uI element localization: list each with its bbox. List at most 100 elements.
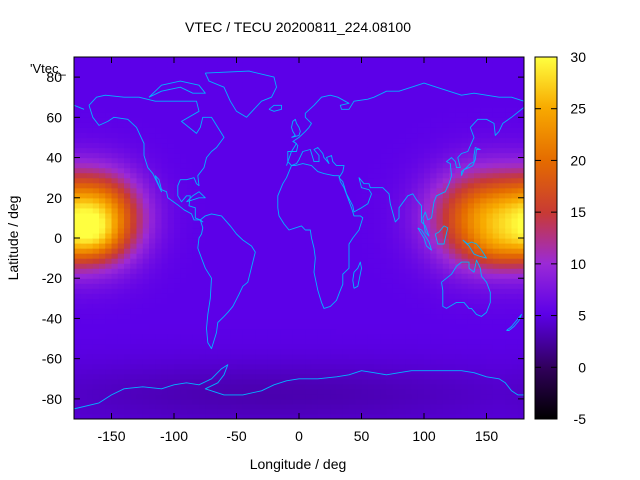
vtec-cell xyxy=(186,72,194,78)
vtec-cell xyxy=(436,107,444,113)
vtec-cell xyxy=(405,238,413,244)
vtec-cell xyxy=(142,238,150,244)
vtec-cell xyxy=(99,197,106,204)
vtec-cell xyxy=(486,393,494,400)
vtec-cell xyxy=(74,222,81,229)
vtec-cell xyxy=(149,388,156,395)
vtec-cell xyxy=(161,408,169,415)
vtec-cell xyxy=(461,107,469,113)
vtec-cell xyxy=(149,383,156,390)
vtec-cell xyxy=(111,217,119,224)
vtec-cell xyxy=(149,273,156,279)
vtec-cell xyxy=(455,182,463,189)
vtec-cell xyxy=(167,92,175,98)
vtec-cell xyxy=(430,72,438,78)
vtec-cell xyxy=(286,268,294,274)
vtec-cell xyxy=(155,358,163,365)
vtec-cell xyxy=(117,122,125,128)
vtec-cell xyxy=(386,142,394,149)
vtec-cell xyxy=(224,393,231,400)
vtec-cell xyxy=(249,238,256,244)
vtec-cell xyxy=(442,383,450,390)
vtec-cell xyxy=(449,92,456,98)
vtec-cell xyxy=(136,358,144,365)
vtec-cell xyxy=(417,92,425,98)
vtec-cell xyxy=(217,348,225,355)
vtec-cell xyxy=(367,117,375,123)
vtec-cell xyxy=(130,212,138,219)
vtec-cell xyxy=(361,112,369,118)
vtec-cell xyxy=(492,388,500,395)
vtec-cell xyxy=(374,187,381,194)
vtec-cell xyxy=(155,192,163,199)
vtec-cell xyxy=(211,253,219,259)
vtec-cell xyxy=(111,187,119,194)
vtec-cell xyxy=(299,273,306,279)
vtec-cell xyxy=(424,293,431,299)
vtec-cell xyxy=(255,227,263,234)
vtec-cell xyxy=(180,62,188,68)
vtec-cell xyxy=(205,298,213,304)
vtec-cell xyxy=(474,92,481,98)
vtec-cell xyxy=(180,248,188,254)
vtec-cell xyxy=(367,258,375,264)
vtec-cell xyxy=(149,72,156,78)
vtec-cell xyxy=(499,172,506,179)
vtec-cell xyxy=(74,373,81,380)
vtec-cell xyxy=(99,77,106,83)
vtec-cell xyxy=(149,328,156,335)
vtec-cell xyxy=(199,62,206,68)
vtec-cell xyxy=(505,368,513,375)
vtec-cell xyxy=(461,308,469,315)
vtec-cell xyxy=(492,62,500,68)
vtec-cell xyxy=(261,217,269,224)
vtec-cell xyxy=(149,107,156,113)
vtec-cell xyxy=(255,187,263,194)
vtec-cell xyxy=(230,248,238,254)
vtec-cell xyxy=(480,268,488,274)
vtec-cell xyxy=(317,172,325,179)
vtec-cell xyxy=(230,243,238,249)
vtec-cell xyxy=(417,77,425,83)
vtec-cell xyxy=(467,303,475,309)
vtec-cell xyxy=(311,383,319,390)
vtec-cell xyxy=(374,263,381,269)
vtec-cell xyxy=(330,182,338,189)
vtec-cell xyxy=(274,167,281,174)
vtec-cell xyxy=(311,227,319,234)
vtec-cell xyxy=(367,393,375,400)
vtec-cell xyxy=(255,413,263,419)
vtec-cell xyxy=(199,368,206,375)
vtec-cell xyxy=(349,212,356,219)
vtec-cell xyxy=(286,353,294,360)
vtec-cell xyxy=(417,353,425,360)
vtec-cell xyxy=(430,117,438,123)
vtec-cell xyxy=(249,363,256,370)
vtec-cell xyxy=(349,107,356,113)
vtec-cell xyxy=(149,177,156,184)
vtec-cell xyxy=(236,92,244,98)
vtec-cell xyxy=(167,212,175,219)
vtec-cell xyxy=(480,197,488,204)
vtec-cell xyxy=(374,353,381,360)
vtec-cell xyxy=(386,92,394,98)
vtec-cell xyxy=(167,187,175,194)
vtec-cell xyxy=(261,363,269,370)
vtec-cell xyxy=(80,117,88,123)
vtec-cell xyxy=(492,167,500,174)
vtec-cell xyxy=(399,373,406,380)
vtec-cell xyxy=(211,268,219,274)
vtec-cell xyxy=(355,378,363,385)
vtec-cell xyxy=(505,328,513,335)
vtec-cell xyxy=(99,388,106,395)
vtec-cell xyxy=(230,192,238,199)
vtec-cell xyxy=(99,403,106,410)
vtec-cell xyxy=(455,358,463,365)
vtec-cell xyxy=(480,202,488,209)
vtec-cell xyxy=(242,77,250,83)
vtec-cell xyxy=(111,152,119,159)
vtec-cell xyxy=(136,222,144,229)
vtec-cell xyxy=(399,222,406,229)
vtec-cell xyxy=(80,328,88,335)
vtec-cell xyxy=(492,97,500,103)
